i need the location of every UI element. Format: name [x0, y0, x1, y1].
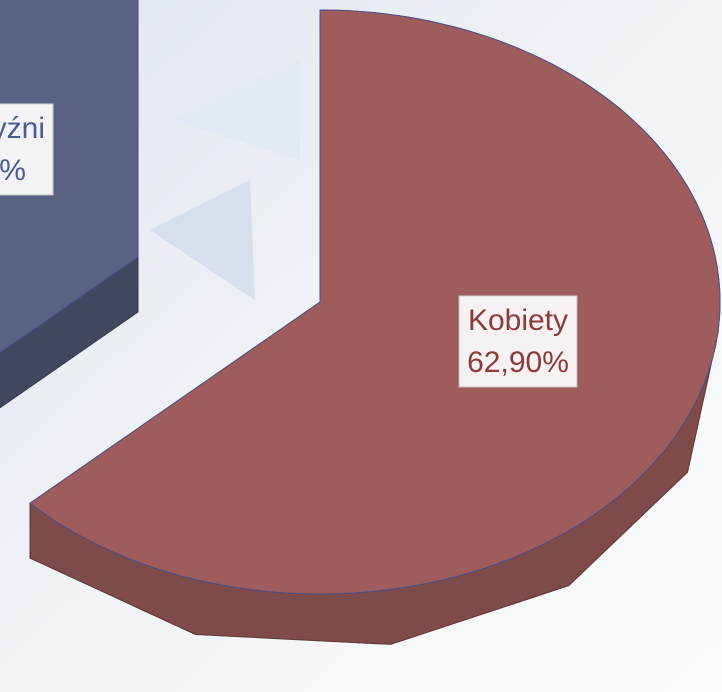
data-label: Kobiety 62,90%	[458, 295, 578, 388]
label-category: Kobiety	[468, 304, 568, 337]
pie-slice	[29, 9, 721, 595]
label-box	[0, 103, 54, 196]
data-label: Mężczyźni 37,10%	[0, 103, 54, 196]
label-box	[458, 295, 578, 388]
background-decoration	[150, 60, 300, 300]
label-category: Mężczyźni	[0, 112, 45, 145]
slice	[29, 9, 721, 645]
pie-layer: Mężczyźni 37,10% Kobiety 62,90%	[0, 0, 721, 645]
pie-slice	[0, 0, 139, 354]
label-value: 37,10%	[0, 154, 26, 187]
slice	[0, 0, 139, 409]
label-value: 62,90%	[467, 346, 569, 379]
